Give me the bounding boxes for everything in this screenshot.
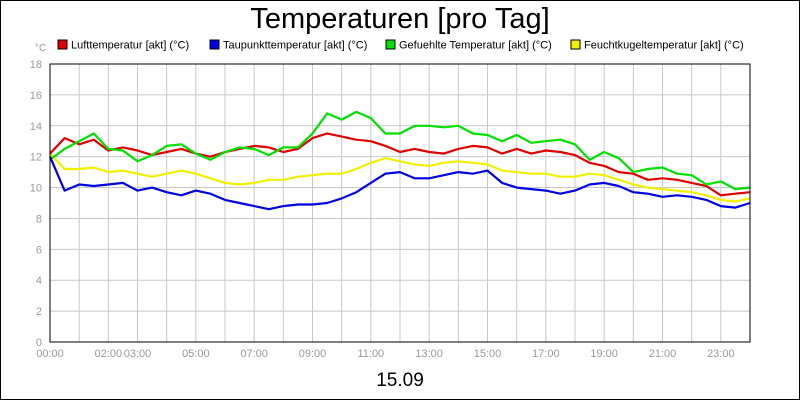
date-label: 15.09 — [376, 370, 424, 391]
x-tick-label: 00:00 — [36, 348, 64, 360]
series-lines — [48, 110, 751, 211]
y-tick-label: 2 — [36, 306, 42, 318]
x-tick-label: 09:00 — [299, 348, 327, 360]
series-line-2 — [49, 110, 751, 191]
legend-label: Lufttemperatur [akt] (°C) — [71, 40, 189, 52]
x-tick-label: 21:00 — [649, 348, 677, 360]
legend-label: Gefuehlte Temperatur [akt] (°C) — [399, 40, 552, 52]
grid — [50, 64, 750, 342]
series-line-3 — [49, 152, 751, 203]
legend-item-3: Feuchtkugeltemperatur [akt] (°C) — [570, 39, 744, 52]
legend-swatch — [209, 39, 220, 50]
y-tick-label: 16 — [30, 90, 42, 102]
chart-title: Temperaturen [pro Tag] — [250, 3, 549, 35]
legend: Lufttemperatur [akt] (°C) Taupunkttempera… — [57, 39, 744, 52]
legend-item-2: Gefuehlte Temperatur [akt] (°C) — [385, 39, 552, 52]
legend-item-1: Taupunkttemperatur [akt] (°C) — [209, 39, 367, 52]
y-tick-label: 14 — [30, 121, 42, 133]
x-tick-label: 03:00 — [124, 348, 152, 360]
y-tick-label: 12 — [30, 152, 42, 164]
y-tick-label: 10 — [30, 183, 42, 195]
series-line-1 — [48, 156, 751, 211]
x-tick-label: 19:00 — [590, 348, 618, 360]
x-tick-label: 13:00 — [415, 348, 443, 360]
legend-label: Feuchtkugeltemperatur [akt] (°C) — [584, 40, 744, 52]
x-tick-label: 17:00 — [532, 348, 560, 360]
legend-label: Taupunkttemperatur [akt] (°C) — [223, 40, 367, 52]
y-tick-label: 18 — [30, 59, 42, 71]
x-tick-label: 02:00 — [95, 348, 123, 360]
x-tick-label: 11:00 — [357, 348, 384, 360]
legend-swatch — [57, 39, 68, 50]
x-tick-label: 07:00 — [240, 348, 268, 360]
legend-swatch — [570, 39, 581, 50]
legend-item-0: Lufttemperatur [akt] (°C) — [57, 39, 189, 52]
legend-swatch — [385, 39, 396, 50]
y-tick-label: 6 — [36, 244, 42, 256]
y-tick-label: 8 — [36, 213, 42, 225]
x-tick-label: 23:00 — [707, 348, 735, 360]
y-tick-label: 4 — [36, 275, 42, 287]
plot-border — [49, 63, 751, 343]
y-tick-label: 0 — [36, 337, 42, 349]
x-tick-label: 15:00 — [474, 348, 502, 360]
y-axis-unit: °C — [35, 43, 46, 54]
series-line-0 — [49, 132, 751, 197]
x-axis: 00:00 02:00 03:00 05:00 07:00 09:00 11:00 13:00… — [36, 348, 734, 360]
y-axis: 0 2 4 6 8 10 12 14 16 18 — [30, 59, 42, 349]
x-tick-label: 05:00 — [182, 348, 210, 360]
